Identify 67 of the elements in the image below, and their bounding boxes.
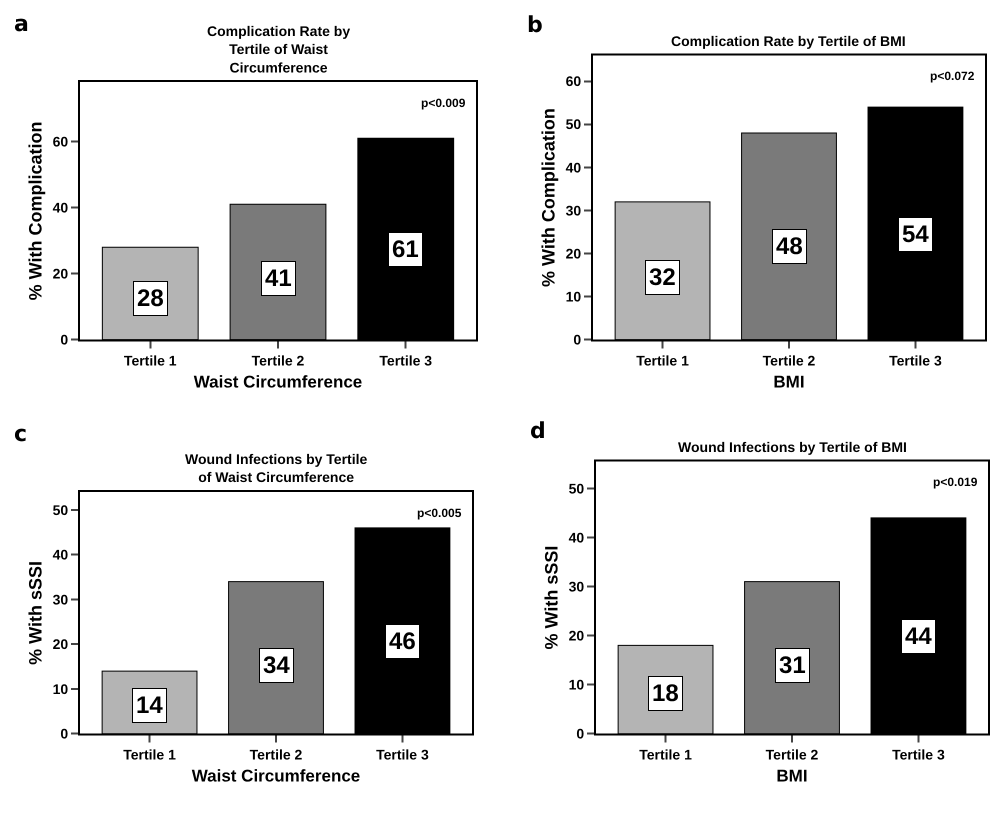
y-tick-label: 40 — [52, 200, 68, 216]
data-label: 48 — [776, 233, 803, 260]
x-tick-label: Tertile 1 — [124, 352, 177, 368]
y-tick-label: 0 — [573, 332, 582, 348]
chart-title: Complication Rate by Tertile of BMI — [671, 33, 906, 49]
y-tick-label: 0 — [576, 726, 584, 742]
y-tick-label: 10 — [52, 680, 68, 697]
x-tick-label: Tertile 3 — [379, 352, 432, 368]
data-label: 28 — [137, 285, 164, 312]
x-tick-label: Tertile 3 — [892, 746, 945, 763]
x-axis-title: BMI — [773, 372, 805, 392]
y-tick-label: 20 — [566, 245, 582, 262]
x-tick-label: Tertile 1 — [636, 352, 690, 368]
y-axis-title: % With Complication — [25, 121, 46, 300]
y-tick-label: 50 — [568, 480, 584, 496]
data-label: 41 — [265, 265, 292, 292]
y-axis-title: % With Complication — [538, 108, 558, 287]
chart-title: Wound Infections by Tertile of BMI — [678, 439, 907, 455]
data-label: 18 — [652, 680, 679, 707]
data-label: 34 — [263, 652, 290, 679]
y-tick-label: 0 — [60, 726, 68, 742]
data-label: 46 — [389, 628, 416, 655]
chart-title: Wound Infections by Tertile of Waist Circumference — [185, 451, 368, 486]
y-tick-label: 20 — [52, 636, 68, 652]
x-tick-label: Tertile 3 — [376, 746, 429, 763]
data-label: 54 — [902, 221, 930, 248]
y-tick-label: 40 — [568, 529, 584, 546]
annotation: p<0.005 — [417, 506, 462, 520]
annotation: p<0.072 — [930, 69, 975, 83]
text: d — [530, 419, 546, 444]
data-label: 44 — [905, 623, 932, 650]
y-axis-title: % With sSSI — [25, 560, 46, 665]
x-axis-title: Waist Circumference — [192, 766, 360, 786]
data-label: 61 — [392, 236, 419, 263]
x-tick-label: Tertile 1 — [639, 746, 692, 763]
y-tick-label: 60 — [52, 133, 68, 150]
y-axis-title: % With sSSI — [541, 546, 562, 650]
y-tick-label: 30 — [566, 202, 582, 218]
text: a — [14, 12, 29, 37]
y-tick-label: 50 — [566, 116, 582, 132]
data-label: 32 — [649, 264, 676, 291]
data-label: 31 — [779, 652, 806, 679]
y-tick-label: 0 — [60, 332, 68, 348]
x-tick-label: Tertile 3 — [889, 352, 942, 368]
x-tick-label: Tertile 2 — [766, 746, 819, 763]
y-tick-label: 10 — [568, 676, 584, 693]
y-tick-label: 10 — [566, 288, 582, 304]
x-axis-title: BMI — [776, 766, 808, 786]
y-tick-label: 50 — [52, 502, 68, 518]
y-tick-label: 30 — [52, 591, 68, 608]
y-tick-label: 20 — [52, 266, 68, 282]
annotation: p<0.009 — [421, 96, 466, 110]
x-tick-label: Tertile 1 — [123, 746, 176, 763]
text: b — [527, 13, 543, 38]
y-tick-label: 40 — [566, 159, 582, 176]
data-label: 14 — [136, 692, 164, 719]
annotation: p<0.019 — [933, 475, 978, 489]
text: c — [14, 422, 28, 447]
y-tick-label: 20 — [568, 627, 584, 644]
x-tick-label: Tertile 2 — [252, 352, 305, 368]
x-tick-label: Tertile 2 — [762, 352, 816, 368]
x-tick-label: Tertile 2 — [250, 746, 303, 763]
y-tick-label: 60 — [566, 73, 582, 90]
chart-title: Complication Rate by Tertile of Waist Circumference — [207, 23, 350, 76]
x-axis-title: Waist Circumference — [194, 372, 362, 392]
y-tick-label: 40 — [52, 546, 68, 563]
y-tick-label: 30 — [568, 578, 584, 594]
